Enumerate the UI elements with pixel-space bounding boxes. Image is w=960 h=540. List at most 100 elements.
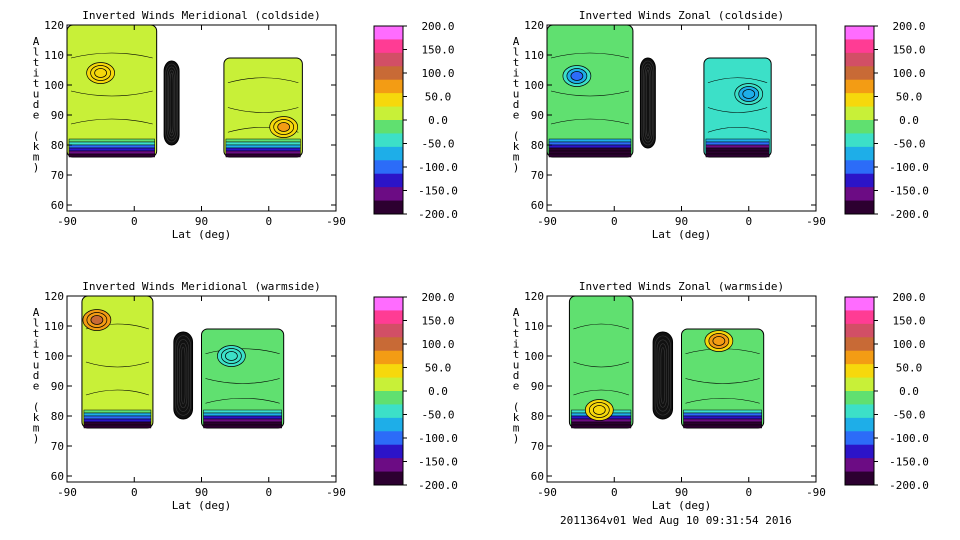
colorbar-tick-label: 50.0 xyxy=(896,362,923,375)
extremum-contour xyxy=(742,89,756,99)
x-axis-label: Lat (deg) xyxy=(172,228,232,241)
colorbar-tick-label: 100.0 xyxy=(421,338,454,351)
contour-band xyxy=(68,147,155,152)
contour-line xyxy=(573,361,630,368)
contour-band xyxy=(225,153,301,158)
contour-line xyxy=(166,66,177,140)
colorbar-tick-label: -150.0 xyxy=(889,456,929,469)
colorbar-swatch xyxy=(374,364,403,379)
colorbar-swatch xyxy=(374,79,403,94)
x-tick-label: 0 xyxy=(611,486,618,499)
colorbar-swatch xyxy=(374,66,403,81)
contour-line xyxy=(181,346,186,405)
x-tick-label: 0 xyxy=(265,486,272,499)
contour-line xyxy=(227,107,299,113)
y-tick-label: 70 xyxy=(51,440,64,453)
colorbar-swatch xyxy=(374,187,403,202)
contour-line xyxy=(175,335,191,416)
colorbar-tick-label: 100.0 xyxy=(892,67,925,80)
colorbar-tick-label: 50.0 xyxy=(425,91,452,104)
region-fill xyxy=(67,25,158,158)
contour-line xyxy=(644,66,652,140)
contour-band xyxy=(225,138,301,143)
colorbar: 200.0 150.0 100.0 50.0 0.0 -50.0 -100.0 -150.0 -… xyxy=(844,291,929,492)
x-tick-label: -90 xyxy=(806,486,826,499)
contour-band xyxy=(68,144,155,149)
contour-band xyxy=(683,415,762,420)
colorbar: 200.0 150.0 100.0 50.0 0.0 -50.0 -100.0 -150.0 -… xyxy=(844,20,929,221)
data-region xyxy=(223,57,303,158)
y-tick-label: 100 xyxy=(524,79,544,92)
y-tick-label: 80 xyxy=(51,410,64,423)
contour-band xyxy=(683,409,762,414)
colorbar-swatch xyxy=(374,458,403,473)
extremum-contour xyxy=(225,351,238,361)
contour-band xyxy=(203,409,282,414)
colorbar-swatch xyxy=(845,133,874,148)
colorbar-swatch xyxy=(845,350,874,365)
y-tick-label: 80 xyxy=(531,410,544,423)
y-tick-label: 60 xyxy=(531,199,544,212)
y-tick-label: 110 xyxy=(524,320,544,333)
colorbar-swatch xyxy=(845,391,874,405)
y-tick-label: 120 xyxy=(524,19,544,32)
contour-line xyxy=(685,398,760,404)
colorbar-swatch xyxy=(374,431,403,446)
data-region xyxy=(703,57,772,158)
colorbar-swatch xyxy=(845,337,874,352)
footer-timestamp: 2011364v01 Wed Aug 10 09:31:54 2016 xyxy=(560,514,792,527)
contour-band xyxy=(68,150,155,155)
extremum xyxy=(562,65,592,87)
contour-band xyxy=(83,424,152,429)
chart-title: Inverted Winds Meridional (coldside) xyxy=(82,9,320,22)
contour-band xyxy=(548,147,632,152)
colorbar-swatch xyxy=(845,404,874,419)
colorbar-swatch xyxy=(374,350,403,365)
colorbar: 200.0 150.0 100.0 50.0 0.0 -50.0 -100.0 -150.0 -… xyxy=(373,20,458,221)
colorbar-tick-label: 50.0 xyxy=(896,91,923,104)
contour-band xyxy=(225,150,301,155)
colorbar-tick-label: 150.0 xyxy=(892,315,925,328)
region-fill xyxy=(652,331,674,420)
contour-line xyxy=(641,60,655,146)
colorbar-swatch xyxy=(845,417,874,432)
x-tick-label: 0 xyxy=(131,215,138,228)
contour-line xyxy=(707,126,768,133)
colorbar-tick-label: -100.0 xyxy=(889,432,929,445)
data-region xyxy=(173,331,194,420)
contour-line xyxy=(550,52,630,59)
extremum-contour xyxy=(592,405,606,415)
colorbar-swatch xyxy=(845,458,874,473)
chart-title: Inverted Winds Meridional (warmside) xyxy=(82,280,320,293)
colorbar-tick-label: -50.0 xyxy=(421,138,454,151)
data-region xyxy=(201,328,285,429)
contour-band xyxy=(68,153,155,158)
contour-band xyxy=(705,147,770,152)
colorbar-swatch xyxy=(845,187,874,202)
colorbar-tick-label: 0.0 xyxy=(899,114,919,127)
contour-band xyxy=(705,138,770,143)
contour-band xyxy=(203,412,282,417)
y-tick-label: 90 xyxy=(531,109,544,122)
colorbar-swatch xyxy=(845,364,874,379)
y-tick-label: 110 xyxy=(44,49,64,62)
contour-line xyxy=(573,389,630,396)
extremum xyxy=(704,330,734,352)
colorbar-tick-label: 200.0 xyxy=(892,20,925,33)
y-tick-label: 80 xyxy=(531,139,544,152)
x-tick-label: -90 xyxy=(57,215,77,228)
contour-line xyxy=(660,347,666,404)
contour-line xyxy=(227,77,299,84)
colorbar-tick-label: -100.0 xyxy=(418,432,458,445)
data-region xyxy=(163,60,180,146)
contour-band xyxy=(225,141,301,146)
contour-band xyxy=(683,424,762,429)
extremum-contour xyxy=(277,122,291,132)
region-fill xyxy=(639,57,656,149)
colorbar: 200.0 150.0 100.0 50.0 0.0 -50.0 -100.0 -150.0 -… xyxy=(373,291,458,492)
colorbar-tick-label: 50.0 xyxy=(425,362,452,375)
contour-band xyxy=(225,147,301,152)
colorbar-swatch xyxy=(845,444,874,459)
